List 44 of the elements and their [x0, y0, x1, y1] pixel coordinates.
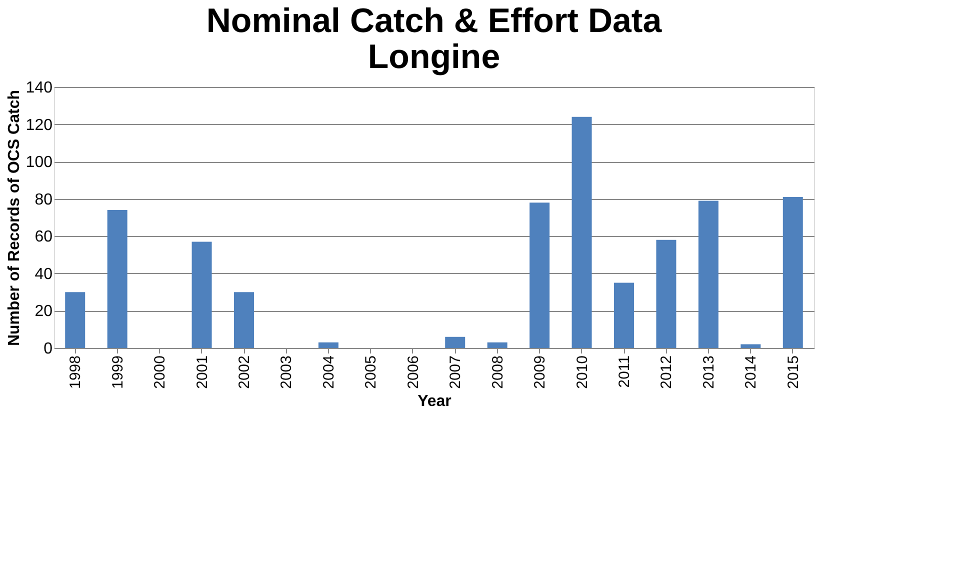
y-tick-label: 140	[26, 80, 53, 96]
y-tick-label: 80	[34, 191, 53, 208]
bar	[698, 200, 718, 348]
x-axis-title: Year	[418, 392, 452, 410]
bar	[572, 116, 592, 348]
bar	[740, 344, 761, 348]
bar	[782, 196, 803, 348]
x-tick-label: 2013	[700, 356, 718, 389]
bar	[107, 210, 128, 348]
x-tick-label: 2002	[236, 356, 253, 389]
x-tick-label: 2003	[278, 356, 296, 389]
bar	[445, 336, 466, 348]
y-axis-title: Number of Records of OCS Catch	[6, 90, 23, 346]
x-tick-label: 1998	[67, 356, 84, 389]
x-tick-label: 2011	[616, 356, 633, 388]
x-tick-label: 2000	[152, 356, 169, 389]
x-tick-label: 2004	[320, 356, 338, 389]
x-tick-label: 2009	[532, 356, 549, 389]
y-tick-label: 100	[26, 154, 53, 172]
y-tick-label: 60	[34, 228, 53, 246]
x-tick-label: 2010	[574, 356, 591, 389]
x-tick-label: 2015	[784, 356, 802, 389]
x-tick-label: 2005	[362, 356, 380, 389]
bar	[656, 240, 676, 348]
x-tick-label: 1999	[109, 356, 126, 389]
x-tick-label: 2001	[194, 356, 211, 389]
text: Longine	[368, 38, 500, 76]
bar	[487, 342, 508, 348]
text: Nominal Catch & Effort Data	[206, 2, 662, 40]
y-tick-label: 0	[44, 340, 53, 358]
x-tick-label: 2006	[404, 356, 422, 389]
x-tick-label: 2007	[447, 356, 464, 389]
bar	[530, 202, 550, 348]
y-tick-label: 40	[34, 266, 53, 283]
x-tick-label: 2014	[742, 356, 760, 389]
bar	[234, 292, 254, 348]
bar	[192, 242, 212, 348]
x-tick-label: 2008	[489, 356, 506, 389]
x-tick-label: 2012	[658, 356, 676, 389]
bar	[318, 342, 338, 348]
bar	[65, 292, 86, 348]
y-tick-label: 20	[34, 303, 53, 320]
y-tick-label: 120	[26, 116, 53, 134]
bar	[614, 282, 634, 348]
